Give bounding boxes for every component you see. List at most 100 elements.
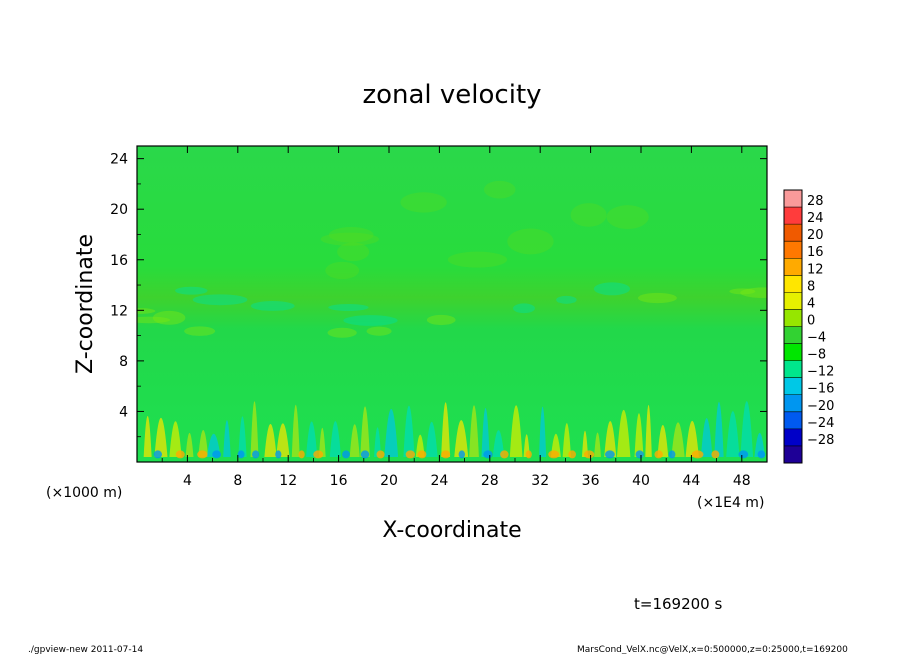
colorbar-swatch [784,343,802,362]
upper-patch [320,232,379,246]
x-tick-label: 28 [481,473,499,489]
surface-blob [313,450,324,459]
surface-blob [417,450,427,459]
surface-blob [500,450,509,459]
y-tick-label: 12 [110,303,128,319]
plume [481,407,490,457]
y-axis-tick-labels: 4 8 12 16 20 24 [110,152,128,421]
surface-blob [376,450,385,459]
colorbar-swatch [784,275,802,293]
plume [169,421,182,457]
colorbar-label: 0 [807,313,815,328]
plume [264,424,277,457]
y-tick-label: 20 [110,202,128,218]
plume [740,401,754,457]
upper-patch [606,205,649,230]
upper-patch [325,261,360,280]
colorbar-swatch [784,292,802,310]
upper-patch [400,192,447,213]
x-axis-tick-labels: 4 8 12 16 20 24 28 32 36 40 44 48 [183,473,751,489]
plume [700,418,713,457]
plume [223,420,231,457]
surface-blob [668,450,676,459]
plume [581,430,589,457]
colorbar-label: −8 [807,348,826,363]
band-patch [593,282,631,296]
surface-blob [568,450,577,459]
colorbar-swatch [784,326,802,345]
plume [238,416,247,457]
plume [714,401,724,457]
plume [384,408,399,457]
surface-blob [405,450,416,459]
surface-blob [252,450,260,459]
colorbar-label: −16 [807,382,834,397]
x-tick-label: 40 [632,473,650,489]
band-patch [175,286,208,295]
surface-blob [275,450,282,459]
colorbar-swatch [784,411,802,430]
colorbar-label: 4 [807,296,815,311]
plume [671,422,685,457]
upper-patch [483,180,516,199]
surface-blob [360,450,370,459]
colorbar-swatch [784,445,802,464]
plume [276,423,290,457]
colorbar: 28 24 20 16 12 8 4 0 −4 −8 −12 −16 −20 −24 −28 [783,189,834,464]
upper-patch [507,228,554,255]
surface-blob [635,450,644,459]
band-patch [152,310,186,325]
surface-blob [441,450,451,459]
surface-blob [711,450,720,459]
colorbar-swatch [784,309,802,327]
y-tick-label: 24 [110,152,128,168]
colorbar-swatch [784,241,802,259]
plume [562,423,571,457]
colorbar-label: 20 [807,228,824,243]
x-tick-label: 8 [233,473,242,489]
plume [250,401,259,457]
y-unit-label: (×1000 m) [46,485,122,501]
colorbar-swatch [784,360,802,379]
plume [306,421,318,457]
colorbar-label: 24 [807,211,824,226]
footer-right: MarsCond_VelX.nc@VelX,x=0:500000,z=0:250… [577,645,848,654]
plume [657,424,669,457]
surface-blob [175,450,185,459]
surface-blob [153,450,162,459]
plume [492,430,505,457]
plume [329,421,341,457]
band-patch [366,326,392,336]
colorbar-label: 28 [807,194,824,209]
y-axis-ticks [137,158,767,438]
x-tick-label: 20 [380,473,398,489]
colorbar-swatch [784,224,802,242]
x-tick-label: 12 [279,473,297,489]
upper-patch [570,203,607,227]
upper-patch [337,242,370,262]
plume [349,424,360,457]
x-unit-label: (×1E4 m) [697,495,764,511]
x-tick-label: 16 [330,473,348,489]
surface-blob [691,450,704,459]
time-annotation: t=169200 s [634,595,722,613]
surface-blob [197,450,208,459]
band-patch [343,315,398,326]
band-patch [250,300,295,311]
plume [185,432,194,457]
band-patch [513,303,535,314]
surface-blob [298,450,305,459]
surface-blob [738,450,749,459]
band-patch [137,307,156,314]
colorbar-swatch [784,394,802,413]
surface-blob [583,450,595,459]
band-patch [137,316,171,324]
surface-blob [483,450,493,459]
plume [616,409,631,457]
plume [454,420,469,457]
upper-patch [328,227,374,243]
colorbar-label: 8 [807,279,815,294]
band-patch [740,287,767,298]
surface-blob [525,450,532,459]
x-tick-label: 36 [582,473,600,489]
